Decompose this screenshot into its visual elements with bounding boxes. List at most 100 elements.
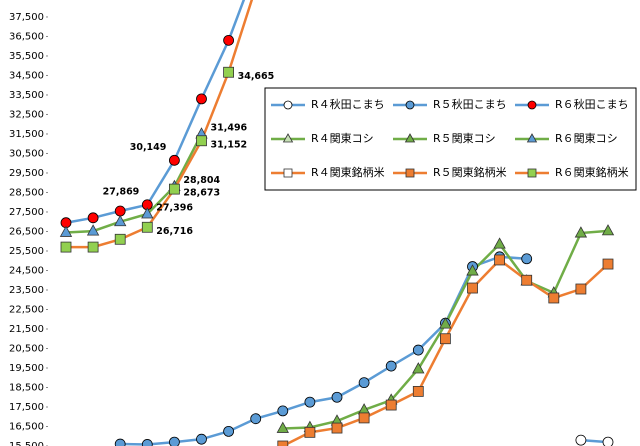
y-tick-label: 33,500 — [9, 90, 44, 101]
marker — [405, 168, 415, 178]
marker — [404, 133, 416, 143]
y-tick-label: 15,500 — [9, 441, 44, 446]
legend-box — [264, 87, 637, 191]
marker — [114, 214, 127, 227]
marker — [494, 254, 506, 266]
marker — [439, 333, 451, 345]
marker — [168, 183, 180, 195]
marker — [87, 212, 99, 224]
value-label: 27,869 — [103, 186, 140, 197]
marker — [575, 434, 587, 446]
y-tick-label: 24,500 — [9, 265, 44, 276]
series-line — [282, 258, 609, 446]
y-tick-label: 19,500 — [9, 363, 44, 374]
y-tick-label: 25,500 — [9, 246, 44, 257]
marker — [548, 292, 560, 304]
marker — [86, 224, 100, 236]
marker — [466, 264, 479, 276]
marker — [575, 283, 587, 295]
marker — [304, 396, 316, 408]
marker — [60, 241, 72, 253]
marker — [282, 133, 294, 143]
value-labels: 27,869 30,149 27,396 28,804 31,496 26,716 28,6… — [103, 71, 275, 237]
marker — [223, 66, 235, 78]
marker — [141, 221, 153, 233]
y-tick-label: 29,500 — [9, 168, 44, 179]
marker — [168, 154, 180, 166]
legend-label: R４関東銘柄米 — [311, 166, 385, 179]
legend-label: R４関東コシ — [311, 132, 374, 145]
marker — [439, 317, 452, 329]
marker — [277, 440, 289, 446]
marker — [196, 93, 207, 105]
y-axis: 15,500 16,500 17,500 18,500 19,500 20,500 21,5… — [9, 12, 48, 446]
marker — [223, 425, 235, 437]
value-label: 30,149 — [130, 142, 167, 153]
value-label: 34,665 — [238, 71, 275, 82]
value-label: 27,396 — [156, 203, 193, 214]
value-label: 26,716 — [156, 226, 193, 237]
marker — [493, 237, 506, 249]
y-tick-label: 18,500 — [9, 382, 44, 393]
marker — [87, 241, 99, 253]
marker — [526, 133, 538, 143]
y-tick-label: 23,500 — [9, 285, 44, 296]
marker — [467, 282, 478, 294]
marker — [276, 421, 289, 433]
legend-label: R６関東銘柄米 — [555, 166, 629, 179]
marker — [521, 274, 533, 286]
legend-label: R６関東コシ — [555, 132, 618, 145]
y-tick-label: 35,500 — [9, 51, 44, 62]
marker — [304, 426, 316, 438]
marker — [196, 135, 207, 147]
value-label: 28,804 — [183, 175, 220, 186]
marker — [412, 385, 424, 397]
y-tick-label: 37,500 — [9, 12, 44, 23]
series-line — [65, 0, 246, 224]
marker — [283, 100, 293, 110]
marker — [223, 34, 235, 46]
marker — [196, 433, 207, 445]
marker — [250, 413, 262, 425]
legend-label: R５関東コシ — [433, 132, 496, 145]
marker — [358, 412, 370, 424]
y-tick-label: 20,500 — [9, 343, 44, 354]
value-label: 31,496 — [211, 123, 248, 134]
marker — [114, 233, 126, 245]
marker — [331, 422, 343, 434]
marker — [601, 224, 615, 236]
marker — [169, 436, 180, 446]
y-tick-label: 31,500 — [9, 129, 44, 140]
y-tick-label: 17,500 — [9, 402, 44, 413]
marker — [574, 226, 588, 238]
marker — [412, 362, 425, 374]
series-line — [65, 133, 203, 234]
marker — [283, 168, 293, 178]
y-tick-label: 34,500 — [9, 70, 44, 81]
marker — [331, 391, 343, 403]
legend-label: R５関東銘柄米 — [433, 166, 507, 179]
y-tick-label: 22,500 — [9, 304, 44, 315]
y-tick-label: 16,500 — [9, 421, 44, 432]
y-tick-label: 21,500 — [9, 324, 44, 335]
legend-label: R６秋田こまち — [555, 97, 629, 111]
marker — [602, 436, 614, 446]
marker — [277, 405, 289, 417]
marker — [521, 253, 533, 265]
marker — [527, 168, 537, 178]
marker — [385, 360, 397, 372]
y-tick-label: 32,500 — [9, 109, 44, 120]
legend: R４秋田こまち R５秋田こまち R６秋田こまち R４関東コシ R５関東コシ R６関東コシ R… — [264, 87, 637, 191]
marker — [527, 100, 537, 110]
marker — [385, 399, 397, 411]
marker — [358, 377, 370, 389]
y-tick-label: 28,500 — [9, 187, 44, 198]
value-label: 28,673 — [183, 188, 220, 199]
legend-label: R４秋田こまち — [311, 97, 385, 111]
marker — [141, 207, 154, 219]
value-label: 31,152 — [211, 139, 248, 150]
y-tick-label: 36,500 — [9, 31, 44, 42]
marker — [141, 439, 153, 446]
